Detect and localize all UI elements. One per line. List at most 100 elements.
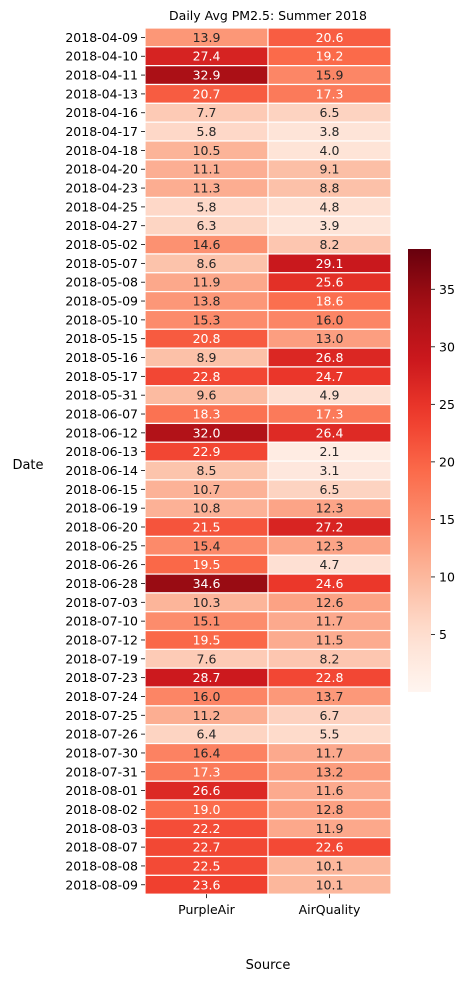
y-tick-labels: 2018-04-09 2018-04-10 2018-04-11 2018-04-13… [65,30,145,892]
cell-value-label: 8.2 [320,237,340,252]
x-tick-labels: PurpleAir AirQuality [178,894,361,917]
y-tick-label: 2018-06-28 [65,576,138,591]
cell-value-label: 22.6 [316,840,344,855]
cell-value-label: 8.2 [320,651,340,666]
cell-value-label: 22.5 [193,858,221,873]
cell-value-label: 8.8 [320,181,340,196]
cell-value-label: 11.7 [316,614,344,629]
cell-value-label: 15.3 [193,312,221,327]
cell-value-label: 27.4 [193,49,221,64]
cell-value-label: 12.8 [316,802,344,817]
y-tick-label: 2018-07-30 [65,745,138,760]
cell-value-label: 6.7 [320,708,340,723]
chart-title: Daily Avg PM2.5: Summer 2018 [169,8,367,23]
cell-value-label: 6.5 [320,105,340,120]
cell-value-label: 17.3 [193,764,221,779]
cell-value-label: 8.6 [197,256,217,271]
colorbar-tick-label: 10 [439,569,455,584]
cell-value-label: 19.5 [193,557,221,572]
y-tick-label: 2018-06-20 [65,519,138,534]
y-tick-label: 2018-07-25 [65,708,138,723]
y-tick-label: 2018-05-15 [65,331,138,346]
y-tick-label: 2018-06-19 [65,501,138,516]
cell-value-label: 26.8 [316,350,344,365]
y-tick-label: 2018-06-14 [65,463,138,478]
y-tick-label: 2018-07-12 [65,632,138,647]
cell-value-label: 11.9 [316,821,344,836]
y-tick-label: 2018-08-09 [65,877,138,892]
cell-value-label: 13.8 [193,294,221,309]
colorbar-tick-label: 5 [439,627,447,642]
cell-value-label: 19.5 [193,632,221,647]
y-tick-label: 2018-06-15 [65,482,138,497]
x-tick-label: PurpleAir [178,902,236,917]
y-tick-label: 2018-04-17 [65,124,138,139]
cell-value-label: 8.5 [197,463,217,478]
cell-value-label: 13.7 [316,689,344,704]
y-tick-label: 2018-07-24 [65,689,138,704]
x-tick-label: AirQuality [299,902,361,917]
cell-value-label: 22.8 [316,670,344,685]
cell-value-label: 28.7 [193,670,221,685]
y-tick-label: 2018-04-11 [65,68,138,83]
cell-value-label: 22.7 [193,840,221,855]
cell-value-label: 16.0 [193,689,221,704]
cell-value-label: 4.9 [320,388,340,403]
cell-value-label: 11.9 [193,275,221,290]
cell-value-label: 26.6 [193,783,221,798]
cell-value-label: 10.1 [316,877,344,892]
y-tick-label: 2018-05-31 [65,388,138,403]
cell-value-label: 32.0 [193,425,221,440]
y-tick-label: 2018-04-13 [65,86,138,101]
cell-value-label: 5.8 [197,124,217,139]
y-tick-label: 2018-06-13 [65,444,138,459]
cell-value-label: 11.5 [316,632,344,647]
y-tick-label: 2018-08-02 [65,802,138,817]
cell-value-label: 18.6 [316,294,344,309]
cell-value-label: 29.1 [316,256,344,271]
y-tick-label: 2018-05-02 [65,237,138,252]
cell-value-label: 24.6 [316,576,344,591]
cell-value-label: 7.6 [197,651,217,666]
y-tick-label: 2018-04-18 [65,143,138,158]
y-tick-label: 2018-07-10 [65,614,138,629]
cell-value-label: 11.7 [316,745,344,760]
y-tick-label: 2018-04-27 [65,218,138,233]
cell-value-label: 13.2 [316,764,344,779]
cell-value-label: 13.0 [316,331,344,346]
y-tick-label: 2018-05-17 [65,369,138,384]
cell-value-label: 9.6 [197,388,217,403]
cell-value-label: 15.9 [316,68,344,83]
cell-value-label: 10.3 [193,595,221,610]
colorbar-tick-label: 25 [439,397,455,412]
y-tick-label: 2018-07-19 [65,651,138,666]
cell-value-label: 12.3 [316,501,344,516]
cell-value-label: 2.1 [320,444,340,459]
cell-value-label: 3.8 [320,124,340,139]
y-tick-label: 2018-07-26 [65,727,138,742]
cell-value-label: 23.6 [193,877,221,892]
colorbar-tick-label: 35 [439,282,455,297]
cell-value-label: 12.6 [316,595,344,610]
cell-value-label: 6.5 [320,482,340,497]
cell-value-label: 4.0 [320,143,340,158]
cell-value-label: 22.2 [193,821,221,836]
y-tick-label: 2018-08-08 [65,858,138,873]
cell-value-label: 21.5 [193,519,221,534]
cell-value-label: 16.0 [316,312,344,327]
y-tick-label: 2018-04-20 [65,162,138,177]
colorbar-tick-label: 30 [439,339,455,354]
cell-value-label: 9.1 [320,162,340,177]
y-tick-label: 2018-06-25 [65,538,138,553]
cell-value-label: 20.8 [193,331,221,346]
cell-value-label: 32.9 [193,68,221,83]
cell-value-label: 27.2 [316,519,344,534]
colorbar-gradient [408,249,431,692]
cell-value-label: 12.3 [316,538,344,553]
colorbar-tick-label: 15 [439,512,455,527]
cell-value-label: 10.5 [193,143,221,158]
y-tick-label: 2018-08-07 [65,840,138,855]
cell-value-label: 18.3 [193,407,221,422]
cell-value-label: 16.4 [193,745,221,760]
